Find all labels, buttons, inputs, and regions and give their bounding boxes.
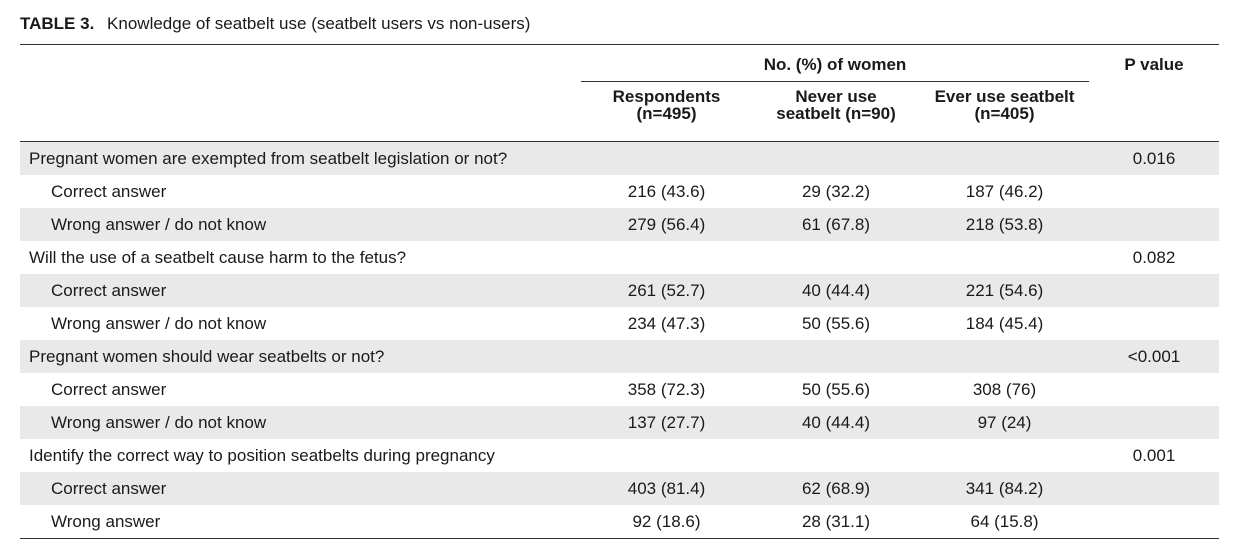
cell-ever-use: 218 (53.8) [920,208,1090,241]
table-row: Will the use of a seatbelt cause harm to… [20,241,1219,274]
cell-p-value: 0.001 [1132,445,1176,465]
cell-never-use: 29 (32.2) [801,181,871,201]
header-blank-3 [1089,82,1219,142]
header-blank-2 [20,82,581,142]
table-row: Correct answer 216 (43.6) 29 (32.2) 187 … [20,175,1219,208]
column-header-ever-use: Ever use seatbelt (n=405) [920,82,1089,142]
table-title: Knowledge of seatbelt use (seatbelt user… [107,14,531,33]
row-label: Wrong answer / do not know [20,208,581,241]
table-row: Identify the correct way to position sea… [20,439,1219,472]
cell-ever-use: 64 (15.8) [970,511,1039,531]
cell-respondents [581,340,752,373]
row-label: Correct answer [51,181,167,201]
cell-never-use [752,241,920,274]
table-row: Pregnant women are exempted from seatbel… [20,141,1220,175]
table-row: Correct answer 358 (72.3) 50 (55.6) 308 … [20,373,1219,406]
header-blank [20,44,581,82]
table-row: Correct answer 403 (81.4) 62 (68.9) 341 … [20,472,1220,505]
cell-respondents: 234 (47.3) [627,313,706,333]
row-label: Wrong answer / do not know [51,313,267,333]
cell-p-value [1089,307,1219,340]
cell-p-value [1089,208,1220,241]
row-label: Pregnant women should wear seatbelts or … [20,340,581,373]
row-label: Wrong answer [51,511,161,531]
column-header-line2: seatbelt (n=90) [776,104,896,123]
column-header-never-use: Never use seatbelt (n=90) [752,82,920,142]
column-header-line1: Ever use seatbelt [934,87,1075,106]
row-label: Correct answer [20,472,581,505]
cell-never-use: 62 (68.9) [752,472,920,505]
table-row: Pregnant women should wear seatbelts or … [20,340,1220,373]
cell-never-use: 28 (31.1) [801,511,871,531]
cell-p-value [1089,274,1220,307]
cell-respondents: 279 (56.4) [581,208,752,241]
table-row: Wrong answer / do not know 137 (27.7) 40… [20,406,1220,439]
cell-respondents [581,141,752,175]
cell-respondents: 92 (18.6) [632,511,701,531]
column-header-line1: Never use [795,87,877,106]
column-header-line2: (n=405) [974,104,1035,123]
cell-never-use: 40 (44.4) [752,406,920,439]
cell-ever-use: 221 (54.6) [920,274,1090,307]
cell-p-value: <0.001 [1089,340,1220,373]
cell-ever-use: 341 (84.2) [920,472,1090,505]
cell-p-value [1089,505,1219,539]
cell-never-use: 61 (67.8) [752,208,920,241]
cell-ever-use: 97 (24) [920,406,1090,439]
cell-p-value: 0.082 [1132,247,1176,267]
cell-ever-use: 184 (45.4) [965,313,1044,333]
table-row: Wrong answer / do not know 279 (56.4) 61… [20,208,1220,241]
table-row: Correct answer 261 (52.7) 40 (44.4) 221 … [20,274,1220,307]
knowledge-table: No. (%) of women P value Respondents (n=… [20,44,1220,539]
cell-ever-use [920,340,1090,373]
row-label: Pregnant women are exempted from seatbel… [20,141,581,175]
cell-never-use [752,141,920,175]
cell-respondents: 403 (81.4) [581,472,752,505]
cell-p-value [1089,175,1219,208]
cell-respondents: 261 (52.7) [581,274,752,307]
row-label: Will the use of a seatbelt cause harm to… [29,247,407,267]
cell-p-value [1089,373,1219,406]
cell-ever-use [920,439,1089,472]
p-value-header: P value [1124,54,1184,74]
cell-p-value: 0.016 [1089,141,1220,175]
cell-never-use [752,439,920,472]
row-label: Wrong answer / do not know [20,406,581,439]
cell-respondents: 137 (27.7) [581,406,752,439]
row-label: Correct answer [51,379,167,399]
group-header: No. (%) of women [581,44,1090,82]
cell-p-value [1089,472,1220,505]
cell-respondents: 216 (43.6) [627,181,706,201]
table-row: Wrong answer 92 (18.6) 28 (31.1) 64 (15.… [20,505,1220,539]
table-caption: TABLE 3. Knowledge of seatbelt use (seat… [20,14,530,34]
cell-ever-use: 187 (46.2) [965,181,1044,201]
cell-respondents [581,439,752,472]
cell-respondents [581,241,752,274]
cell-ever-use [920,241,1089,274]
column-header-respondents: Respondents (n=495) [581,82,752,142]
cell-never-use: 50 (55.6) [801,379,871,399]
table-row: Wrong answer / do not know 234 (47.3) 50… [20,307,1219,340]
cell-respondents: 358 (72.3) [627,379,706,399]
cell-never-use: 50 (55.6) [801,313,871,333]
cell-ever-use [920,141,1090,175]
cell-never-use [752,340,920,373]
row-label: Identify the correct way to position sea… [29,445,495,465]
cell-never-use: 40 (44.4) [752,274,920,307]
column-header-line2: (n=495) [636,104,697,123]
column-header-line1: Respondents [612,87,721,106]
cell-p-value [1089,406,1220,439]
row-label: Correct answer [20,274,581,307]
table-number: TABLE 3. [20,14,95,33]
cell-ever-use: 308 (76) [972,379,1037,399]
